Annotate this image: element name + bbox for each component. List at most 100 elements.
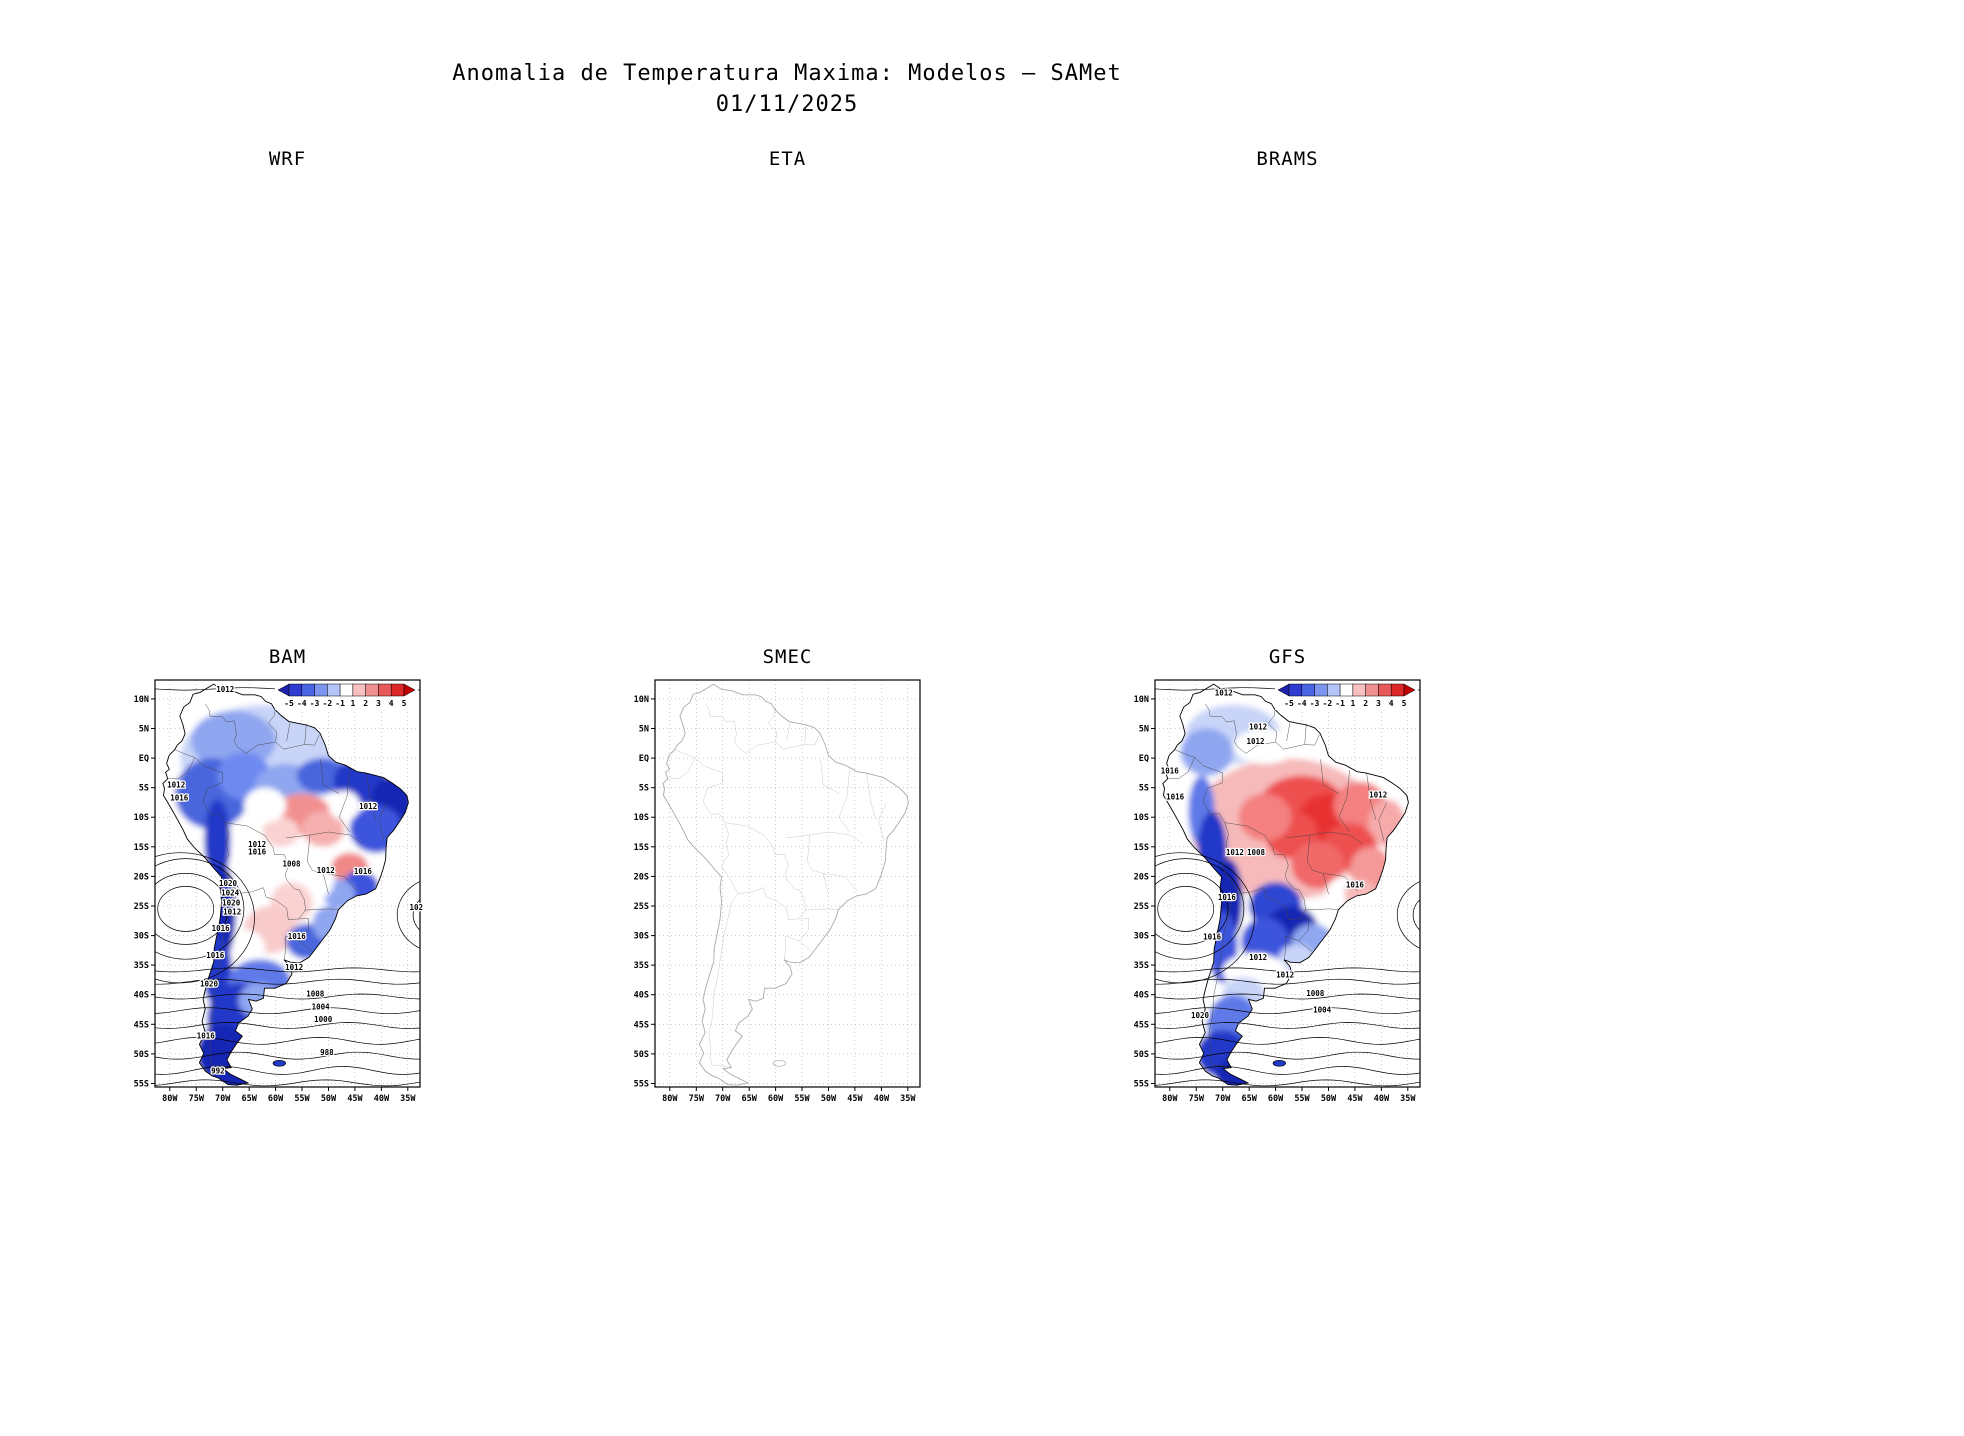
svg-text:40S: 40S xyxy=(634,991,649,1001)
svg-text:45S: 45S xyxy=(1134,1020,1149,1030)
isobar-label: 1016 xyxy=(212,924,231,933)
panel-canvas-wrf xyxy=(125,172,425,608)
panel-canvas-eta xyxy=(625,172,925,608)
panel-gfs: GFS 1012 1012 1012 1016 1016 1012 1012 1008 1016… xyxy=(1125,646,1425,1116)
svg-text:5S: 5S xyxy=(139,784,149,794)
colorbar-tick-label: 4 xyxy=(389,699,394,708)
isobar-label: 1012 xyxy=(285,963,303,972)
panel-canvas-brams xyxy=(1125,172,1425,608)
panel-title-smec: SMEC xyxy=(762,646,813,668)
isobar-label: 988 xyxy=(320,1048,334,1057)
panel-smec: SMEC 10N 5N EQ 5S 10S 15S 20S 25S 30S 35S 40S 45S 50… xyxy=(625,646,925,1116)
svg-text:50W: 50W xyxy=(1321,1094,1337,1104)
figure-date: 01/11/2025 xyxy=(715,92,859,117)
svg-text:10N: 10N xyxy=(134,695,149,705)
isobar-label: 1012 xyxy=(167,781,185,790)
svg-text:10S: 10S xyxy=(1134,813,1149,823)
x-axis-labels: 80W 75W 70W 65W 60W 55W 50W 45W 40W 35W xyxy=(162,1087,416,1104)
isobar-label: 1000 xyxy=(314,1015,333,1024)
colorbar-tick-label: 3 xyxy=(376,699,381,708)
isobar-label: 1020 xyxy=(200,979,219,988)
isobar-label: 1016 xyxy=(1203,933,1222,942)
figure-title: Anomalia de Temperatura Maxima: Modelos … xyxy=(287,58,1287,120)
svg-text:45W: 45W xyxy=(347,1094,363,1104)
svg-text:65W: 65W xyxy=(1242,1094,1258,1104)
svg-text:80W: 80W xyxy=(1162,1094,1178,1104)
y-axis-labels: 10N 5N EQ 5S 10S 15S 20S 25S 30S 35S 40S 45S 50S 55S xyxy=(1134,695,1155,1090)
isobar-label: 1008 xyxy=(1247,848,1266,857)
svg-text:35W: 35W xyxy=(900,1094,916,1104)
svg-text:50S: 50S xyxy=(134,1050,149,1060)
colorbar-tick-label: 2 xyxy=(363,699,368,708)
svg-text:80W: 80W xyxy=(162,1094,178,1104)
islands xyxy=(1272,1059,1286,1067)
colorbar-tick-label: -4 xyxy=(297,699,307,708)
isobar-label: 1016 xyxy=(206,951,225,960)
colorbar: -5 -4 -3 -2 -1 1 2 3 4 5 xyxy=(1275,681,1418,710)
isobar-label: 1016 xyxy=(354,867,373,876)
x-axis-labels: 80W 75W 70W 65W 60W 55W 50W 45W 40W 35W xyxy=(1162,1087,1416,1104)
isobar-label: 102 xyxy=(410,903,424,912)
svg-text:30S: 30S xyxy=(1134,932,1149,942)
svg-text:55S: 55S xyxy=(1134,1080,1149,1090)
isobar-label: 1012 xyxy=(1226,848,1244,857)
panel-canvas-gfs: 1012 1012 1012 1016 1016 1012 1012 1008 1016 1016… xyxy=(1125,670,1425,1106)
colorbar-tick-label: 2 xyxy=(1363,699,1368,708)
isobar-label: 1008 xyxy=(282,859,301,868)
svg-text:35S: 35S xyxy=(1134,961,1149,971)
isobar-label: 1012 xyxy=(1215,688,1233,697)
svg-text:10S: 10S xyxy=(634,813,649,823)
colorbar-tick-label: -1 xyxy=(335,699,345,708)
panel-brams: BRAMS xyxy=(1125,148,1425,618)
country-borders xyxy=(168,703,387,1067)
svg-text:10N: 10N xyxy=(1134,695,1149,705)
map-smec: 10N 5N EQ 5S 10S 15S 20S 25S 30S 35S 40S 45S 50S 55S 8… xyxy=(634,679,921,1104)
isobar-label: 992 xyxy=(211,1066,225,1075)
svg-text:20S: 20S xyxy=(1134,872,1149,882)
isobar-label: 1012 xyxy=(1369,791,1387,800)
svg-text:50S: 50S xyxy=(634,1050,649,1060)
isobar-label: 1020 xyxy=(1191,1011,1210,1020)
svg-text:60W: 60W xyxy=(1268,1094,1284,1104)
map-frame xyxy=(1154,679,1421,1088)
svg-text:40W: 40W xyxy=(874,1094,890,1104)
svg-text:EQ: EQ xyxy=(139,754,149,764)
svg-text:25S: 25S xyxy=(134,902,149,912)
svg-text:45S: 45S xyxy=(134,1020,149,1030)
colorbar-tick-label: 5 xyxy=(402,699,407,708)
colorbar-tick-label: -5 xyxy=(284,699,294,708)
svg-text:EQ: EQ xyxy=(1139,754,1149,764)
colorbar-tick-label: -4 xyxy=(1297,699,1307,708)
isobar-label: 1020 xyxy=(222,898,241,907)
svg-text:65W: 65W xyxy=(742,1094,758,1104)
svg-text:40S: 40S xyxy=(134,991,149,1001)
svg-text:55S: 55S xyxy=(134,1080,149,1090)
coastline xyxy=(162,683,409,1086)
isobar-label: 1016 xyxy=(248,848,267,857)
svg-text:55W: 55W xyxy=(1294,1094,1310,1104)
panel-canvas-bam: 1012 1012 1016 1012 1012 1016 1008 1012 1016 1020… xyxy=(125,670,425,1106)
anomaly-field xyxy=(1162,684,1409,1086)
colorbar-tick-label: -2 xyxy=(323,699,333,708)
isobar-label: 1012 xyxy=(223,907,241,916)
isobar-label: 1004 xyxy=(312,1003,331,1012)
panel-title-eta: ETA xyxy=(768,148,807,170)
svg-text:EQ: EQ xyxy=(639,754,649,764)
isobar-label: 1016 xyxy=(197,1032,216,1041)
svg-text:55W: 55W xyxy=(294,1094,310,1104)
svg-text:50W: 50W xyxy=(321,1094,337,1104)
colorbar-tick-label: -2 xyxy=(1323,699,1333,708)
svg-text:5S: 5S xyxy=(639,784,649,794)
isobar-label: 1016 xyxy=(1218,893,1237,902)
svg-text:35S: 35S xyxy=(134,961,149,971)
panel-eta: ETA xyxy=(625,148,925,618)
svg-text:20S: 20S xyxy=(134,872,149,882)
svg-text:75W: 75W xyxy=(189,1094,205,1104)
svg-text:35W: 35W xyxy=(400,1094,416,1104)
isobar-label: 1016 xyxy=(288,932,307,941)
svg-text:60W: 60W xyxy=(768,1094,784,1104)
svg-text:45W: 45W xyxy=(1347,1094,1363,1104)
